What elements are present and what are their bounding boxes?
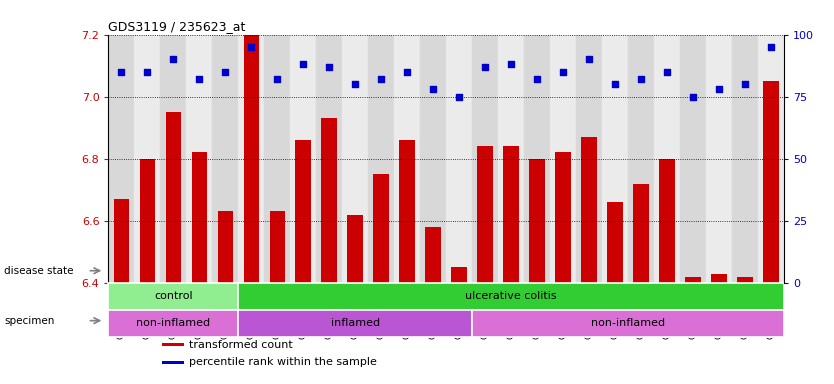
Point bbox=[141, 69, 154, 75]
Bar bbox=[321, 118, 337, 283]
Bar bbox=[374, 174, 389, 283]
Point bbox=[712, 86, 726, 92]
Bar bbox=[108, 310, 239, 337]
Bar bbox=[369, 35, 394, 283]
Bar bbox=[504, 146, 519, 283]
Text: non-inflamed: non-inflamed bbox=[136, 318, 210, 328]
Bar bbox=[239, 35, 264, 283]
Bar bbox=[472, 310, 784, 337]
Bar bbox=[628, 35, 654, 283]
Text: ulcerative colitis: ulcerative colitis bbox=[465, 291, 557, 301]
Bar bbox=[192, 152, 207, 283]
Point bbox=[115, 69, 128, 75]
Bar bbox=[264, 35, 290, 283]
Bar bbox=[186, 35, 213, 283]
Point bbox=[530, 76, 544, 82]
Point bbox=[219, 69, 232, 75]
Point bbox=[661, 69, 674, 75]
Point bbox=[635, 76, 648, 82]
Bar bbox=[680, 35, 706, 283]
Bar bbox=[477, 146, 493, 283]
Bar bbox=[239, 310, 472, 337]
Bar bbox=[763, 81, 779, 283]
Point bbox=[609, 81, 622, 87]
Text: disease state: disease state bbox=[4, 266, 73, 276]
Bar bbox=[218, 212, 234, 283]
Point bbox=[426, 86, 440, 92]
Bar bbox=[420, 35, 446, 283]
Bar bbox=[654, 35, 680, 283]
Bar bbox=[524, 35, 550, 283]
Point bbox=[167, 56, 180, 63]
Text: control: control bbox=[154, 291, 193, 301]
Bar bbox=[607, 202, 623, 283]
Point bbox=[582, 56, 595, 63]
Bar bbox=[213, 35, 239, 283]
Point bbox=[505, 61, 518, 68]
Bar bbox=[758, 35, 784, 283]
Text: percentile rank within the sample: percentile rank within the sample bbox=[189, 357, 377, 367]
Bar bbox=[108, 283, 239, 310]
Bar bbox=[686, 276, 701, 283]
Bar bbox=[659, 159, 675, 283]
Bar bbox=[550, 35, 576, 283]
Point bbox=[323, 64, 336, 70]
Bar bbox=[706, 35, 732, 283]
Bar bbox=[633, 184, 649, 283]
Point bbox=[764, 44, 777, 50]
Point bbox=[270, 76, 284, 82]
Bar bbox=[113, 199, 129, 283]
Point bbox=[479, 64, 492, 70]
Bar bbox=[425, 227, 441, 283]
Bar bbox=[394, 35, 420, 283]
Bar bbox=[737, 276, 753, 283]
Bar bbox=[399, 140, 415, 283]
Bar bbox=[139, 159, 155, 283]
Point bbox=[453, 94, 466, 100]
Point bbox=[244, 44, 258, 50]
Bar bbox=[295, 140, 311, 283]
Bar bbox=[160, 35, 186, 283]
Bar bbox=[451, 267, 467, 283]
Bar bbox=[108, 35, 134, 283]
Point bbox=[349, 81, 362, 87]
Bar bbox=[581, 137, 597, 283]
Text: transformed count: transformed count bbox=[189, 340, 294, 350]
Bar bbox=[348, 215, 363, 283]
Bar bbox=[163, 361, 184, 364]
Bar bbox=[269, 212, 285, 283]
Point bbox=[297, 61, 310, 68]
Bar bbox=[342, 35, 369, 283]
Point bbox=[556, 69, 570, 75]
Bar bbox=[555, 152, 571, 283]
Text: specimen: specimen bbox=[4, 316, 54, 326]
Bar bbox=[163, 343, 184, 346]
Bar bbox=[166, 112, 181, 283]
Bar bbox=[498, 35, 524, 283]
Bar bbox=[472, 35, 498, 283]
Bar bbox=[446, 35, 472, 283]
Point bbox=[193, 76, 206, 82]
Bar bbox=[244, 35, 259, 283]
Bar bbox=[134, 35, 160, 283]
Point bbox=[374, 76, 388, 82]
Bar bbox=[602, 35, 628, 283]
Bar bbox=[316, 35, 342, 283]
Bar bbox=[530, 159, 545, 283]
Bar bbox=[290, 35, 316, 283]
Bar bbox=[576, 35, 602, 283]
Bar bbox=[711, 273, 726, 283]
Point bbox=[738, 81, 751, 87]
Text: inflamed: inflamed bbox=[331, 318, 379, 328]
Bar bbox=[239, 283, 784, 310]
Text: non-inflamed: non-inflamed bbox=[591, 318, 666, 328]
Bar bbox=[732, 35, 758, 283]
Point bbox=[686, 94, 700, 100]
Text: GDS3119 / 235623_at: GDS3119 / 235623_at bbox=[108, 20, 246, 33]
Point bbox=[400, 69, 414, 75]
